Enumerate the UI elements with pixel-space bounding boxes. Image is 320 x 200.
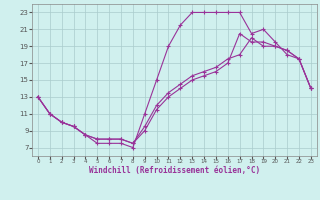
X-axis label: Windchill (Refroidissement éolien,°C): Windchill (Refroidissement éolien,°C): [89, 166, 260, 175]
